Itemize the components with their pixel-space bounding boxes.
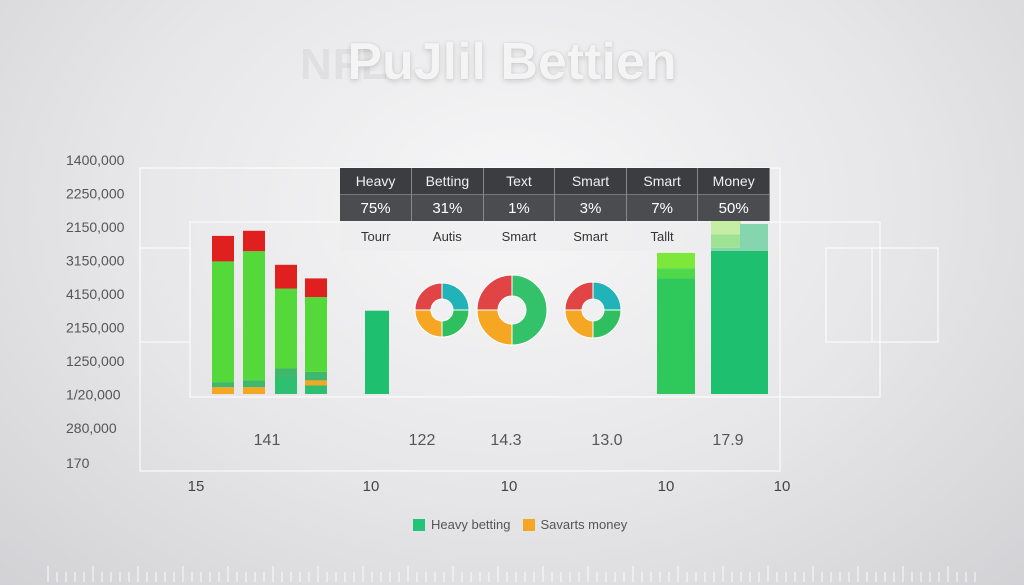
table-sublabel-cell: Autis	[411, 221, 484, 251]
table-header-row: Heavy Betting Text Smart Smart Money	[340, 168, 770, 195]
x-tick-label: 10	[774, 478, 791, 495]
bar-segment	[275, 377, 297, 394]
group-label: 122	[409, 432, 436, 449]
table-value-cell: 31%	[411, 194, 484, 221]
legend-label-heavy: Heavy betting	[431, 517, 511, 532]
table-header-cell: Betting	[411, 168, 484, 195]
chart-title: PuJlil Bettien	[347, 33, 677, 91]
bar-segment	[305, 297, 327, 372]
table-header-cell: Text	[483, 168, 556, 195]
donut-slice	[441, 309, 470, 338]
bar-segment	[243, 251, 265, 381]
bottom-ruler	[47, 566, 976, 582]
table-header-cell: Money	[697, 168, 770, 195]
bar-segment	[657, 268, 695, 279]
bar-segment	[657, 252, 695, 269]
donut-slice	[564, 309, 594, 339]
bar-segment	[740, 224, 768, 394]
y-tick-label: 280,000	[66, 420, 117, 436]
legend: Heavy betting Savarts money	[413, 517, 627, 532]
bar-segment	[305, 380, 327, 386]
group-label: 14.3	[490, 432, 521, 449]
table-header-cell: Smart	[626, 168, 699, 195]
bar-segment	[365, 310, 389, 394]
title-ghost: NFL	[300, 40, 389, 89]
table-sublabel-cell	[697, 221, 770, 251]
legend-swatch-savarts	[522, 518, 535, 531]
table-sublabel-cell: Tallt	[626, 221, 698, 251]
stats-table: Heavy Betting Text Smart Smart Money 75%…	[340, 168, 770, 251]
bar-segment	[212, 261, 234, 383]
table-value-cell: 50%	[697, 194, 770, 221]
table-header-cell: Heavy	[340, 168, 413, 195]
x-tick-label: 10	[658, 478, 675, 495]
group-label: 13.0	[591, 432, 622, 449]
y-tick-label: 1/20,000	[66, 387, 121, 403]
table-sublabel-cell: Smart	[554, 221, 627, 251]
bar-segment	[711, 247, 741, 394]
table-sublabel-cell: Tourr	[340, 221, 412, 251]
donut-slice	[414, 309, 443, 338]
y-tick-label: 4150,000	[66, 286, 125, 302]
bar-segment	[305, 371, 327, 381]
donut-slice	[592, 281, 622, 311]
donut-slice	[511, 274, 548, 346]
bar-segment	[212, 387, 234, 394]
table-header-cell: Smart	[554, 168, 627, 195]
donut-slice	[564, 281, 594, 311]
x-tick-label: 10	[363, 478, 380, 495]
bar-segment	[275, 368, 297, 377]
y-tick-label: 2150,000	[66, 219, 125, 235]
bar-segment	[243, 380, 265, 388]
table-value-cell: 7%	[626, 194, 699, 221]
y-tick-label: 2250,000	[66, 186, 125, 202]
y-tick-label: 2150,000	[66, 320, 125, 336]
bar-segment	[305, 385, 327, 394]
table-value-row: 75% 31% 1% 3% 7% 50%	[340, 194, 770, 221]
x-tick-label: 15	[188, 478, 205, 495]
bar-segment	[243, 230, 265, 252]
y-tick-label: 3150,000	[66, 253, 125, 269]
x-tick-label: 10	[501, 478, 518, 495]
group-labels: 141 122 14.3 13.0 17.9	[254, 432, 744, 449]
bar-segment	[657, 278, 695, 394]
table-value-cell: 3%	[554, 194, 627, 221]
y-tick-label: 170	[66, 455, 90, 471]
y-axis: 1400,000 2250,000 2150,000 3150,000 4150,000…	[66, 152, 125, 471]
donut-slice	[592, 309, 622, 339]
bar-segment	[275, 264, 297, 289]
table-value-cell: 1%	[483, 194, 556, 221]
donut-slice	[414, 282, 443, 311]
bar-segment	[212, 235, 234, 262]
bar-segment	[243, 387, 265, 394]
table-value-cell: 75%	[340, 194, 413, 221]
group-label: 17.9	[712, 432, 743, 449]
x-axis: 15 10 10 10 10	[188, 478, 791, 495]
y-tick-label: 1400,000	[66, 152, 125, 168]
bar-segment	[212, 382, 234, 388]
bar-segment	[305, 278, 327, 298]
donut-slice	[441, 282, 470, 311]
donut-slice	[476, 309, 513, 346]
table-sublabel-cell: Smart	[483, 221, 555, 251]
legend-swatch-heavy	[413, 518, 425, 531]
donuts	[414, 274, 622, 346]
group-label: 141	[254, 432, 281, 449]
bar-segment	[275, 288, 297, 369]
donut-slice	[476, 274, 513, 311]
table-sublabel-row: Tourr Autis Smart Smart Tallt	[340, 221, 770, 251]
y-tick-label: 1250,000	[66, 353, 125, 369]
legend-label-savarts: Savarts money	[540, 517, 628, 532]
